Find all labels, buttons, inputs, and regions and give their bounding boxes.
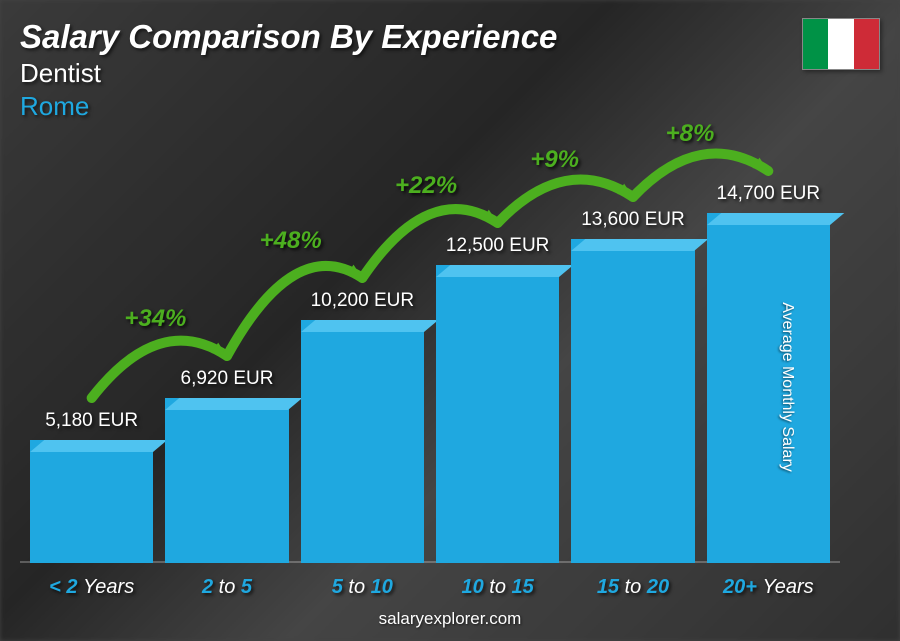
bar-value-label: 12,500 EUR [446, 235, 550, 257]
chart-area: 5,180 EUR 6,920 EUR 10,200 EUR 12,500 EUR 13… [20, 132, 880, 641]
flag-stripe-3 [854, 19, 879, 69]
bar-front-face [301, 320, 424, 563]
x-axis-label: 15 to 20 [571, 576, 694, 599]
bar-top-face [165, 398, 303, 410]
bar-value-label: 6,920 EUR [181, 368, 274, 390]
bar-front-face [571, 239, 694, 563]
x-axis-label: 10 to 15 [436, 576, 559, 599]
increase-label: +8% [666, 120, 715, 148]
bar-value-label: 5,180 EUR [45, 410, 138, 432]
bar-top-face [436, 265, 574, 277]
bar-group: 5,180 EUR [30, 410, 153, 563]
bar-group: 14,700 EUR [707, 183, 830, 563]
chart-container: Salary Comparison By Experience Dentist … [0, 0, 900, 641]
y-axis-label: Average Monthly Salary [778, 302, 796, 472]
bar-front-face [165, 398, 288, 563]
bar-3d [30, 440, 153, 563]
bar-top-face [707, 213, 845, 225]
flag-stripe-1 [803, 19, 828, 69]
bar-top-face [571, 239, 709, 251]
flag-stripe-2 [828, 19, 853, 69]
header: Salary Comparison By Experience Dentist … [20, 18, 880, 122]
footer-attribution: salaryexplorer.com [0, 609, 900, 629]
bar-group: 10,200 EUR [301, 290, 424, 563]
bars-container: 5,180 EUR 6,920 EUR 10,200 EUR 12,500 EUR 13… [30, 173, 830, 563]
x-axis-labels: < 2 Years 2 to 5 5 to 10 10 to 15 15 to 20 20… [30, 576, 830, 599]
flag-italy [802, 18, 880, 70]
bar-3d [165, 398, 288, 563]
bar-group: 6,920 EUR [165, 368, 288, 563]
bar-value-label: 14,700 EUR [717, 183, 821, 205]
bar-3d [301, 320, 424, 563]
x-axis-label: < 2 Years [30, 576, 153, 599]
x-axis-label: 20+ Years [707, 576, 830, 599]
chart-subtitle: Dentist [20, 58, 880, 89]
bar-front-face [436, 265, 559, 563]
bar-value-label: 13,600 EUR [581, 209, 685, 231]
x-axis-label: 2 to 5 [165, 576, 288, 599]
bar-3d [707, 213, 830, 563]
bar-top-face [301, 320, 439, 332]
bar-front-face [707, 213, 830, 563]
bar-value-label: 10,200 EUR [311, 290, 415, 312]
bar-front-face [30, 440, 153, 563]
chart-location: Rome [20, 91, 880, 122]
x-axis-label: 5 to 10 [301, 576, 424, 599]
bar-group: 13,600 EUR [571, 209, 694, 563]
bar-top-face [30, 440, 168, 452]
chart-title: Salary Comparison By Experience [20, 18, 880, 56]
bar-group: 12,500 EUR [436, 235, 559, 563]
increase-label: +9% [530, 146, 579, 174]
bar-3d [571, 239, 694, 563]
bar-3d [436, 265, 559, 563]
